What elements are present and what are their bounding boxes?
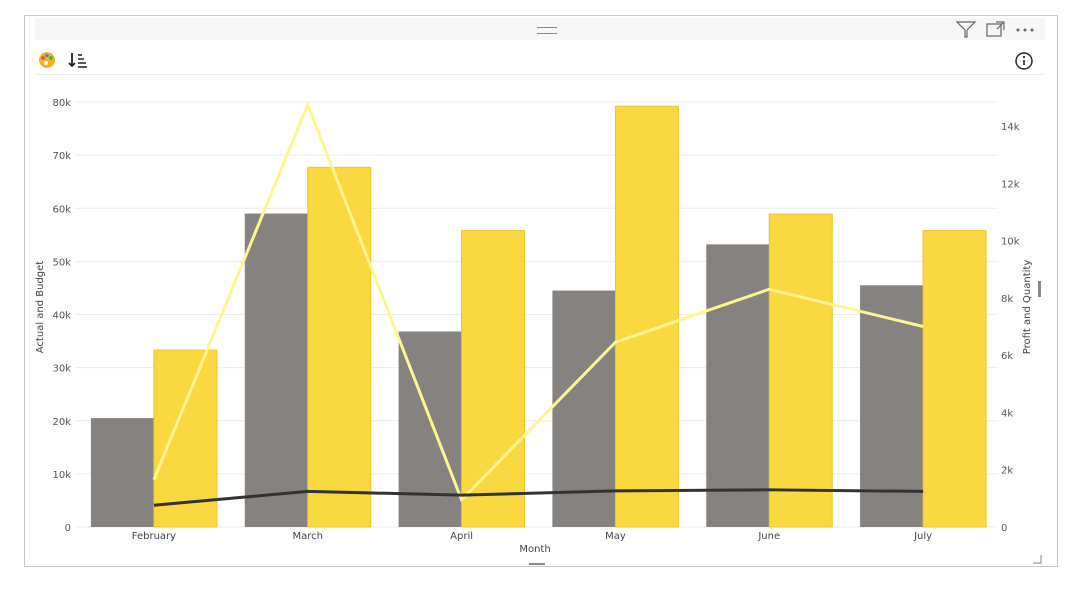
y-right-tick-label: 14k (1001, 122, 1020, 133)
x-tick-label: March (293, 531, 323, 542)
y-left-tick-label: 50k (52, 257, 71, 268)
resize-corner-icon[interactable] (1031, 553, 1043, 565)
y-right-tick-label: 6k (1001, 351, 1013, 362)
x-tick-labels: February March April May June July (132, 531, 932, 542)
bar (614, 105, 679, 528)
focus-mode-icon[interactable] (985, 20, 1007, 38)
y-left-tick-label: 70k (52, 151, 71, 162)
visual-header (35, 18, 1045, 40)
y-right-tick-label: 10k (1001, 237, 1020, 248)
bar (768, 213, 833, 528)
filter-icon[interactable] (955, 20, 977, 38)
bar (860, 285, 924, 527)
bottom-resize-handle[interactable] (529, 563, 545, 565)
y-left-tick-label: 0 (65, 523, 71, 534)
x-tick-label: April (450, 531, 473, 542)
y-right-tick-labels: 0 2k 4k 6k 8k 10k 12k 14k (1001, 122, 1020, 534)
y-right-tick-label: 2k (1001, 466, 1013, 477)
lines (152, 100, 924, 507)
y-right-tick-label: 4k (1001, 408, 1013, 419)
y-left-tick-label: 40k (52, 311, 71, 322)
bar (153, 349, 218, 528)
y-left-tick-labels: 0 10k 20k 30k 40k 50k 60k 70k 80k (52, 98, 71, 534)
info-icon[interactable] (1013, 50, 1035, 72)
y-left-tick-label: 10k (52, 470, 71, 481)
y-left-tick-label: 20k (52, 417, 71, 428)
bar (706, 244, 770, 527)
drag-handle[interactable] (537, 27, 557, 34)
bar (552, 290, 616, 527)
y-left-tick-label: 60k (52, 204, 71, 215)
bar (90, 418, 154, 527)
y-left-tick-label: 30k (52, 364, 71, 375)
series-line (153, 488, 924, 507)
y-left-axis-title: Actual and Budget (35, 261, 46, 354)
bar (244, 213, 308, 527)
toolbar-divider (35, 74, 1045, 75)
y-left-tick-label: 80k (52, 98, 71, 109)
y-right-tick-label: 0 (1001, 523, 1007, 534)
palette-icon[interactable] (37, 50, 57, 70)
bar (307, 166, 372, 528)
x-tick-label: February (132, 531, 176, 542)
bar (922, 230, 987, 528)
y-right-tick-label: 8k (1001, 294, 1013, 305)
sort-descending-icon[interactable] (67, 50, 89, 70)
series-line (152, 100, 924, 503)
y-right-tick-label: 12k (1001, 179, 1020, 190)
x-tick-label: July (913, 531, 932, 542)
gridlines (75, 101, 998, 528)
bar (461, 230, 526, 528)
x-tick-label: June (757, 531, 780, 542)
bars (90, 105, 987, 528)
right-resize-handle[interactable] (1038, 281, 1041, 297)
y-right-axis-title: Profit and Quantity (1022, 260, 1033, 355)
x-tick-label: May (605, 531, 626, 542)
x-axis-title: Month (519, 544, 550, 555)
more-options-icon[interactable] (1013, 20, 1039, 38)
